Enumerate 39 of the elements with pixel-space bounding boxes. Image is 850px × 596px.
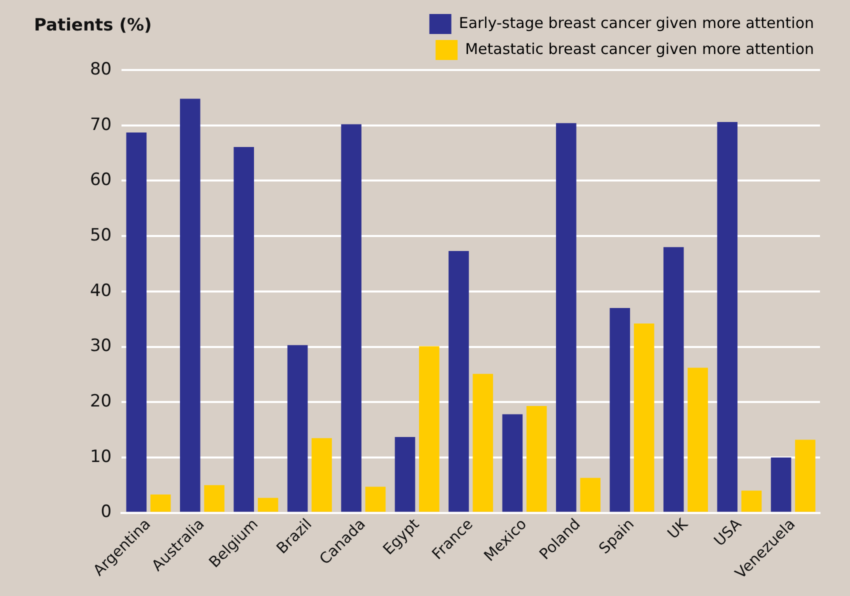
- bar: [180, 98, 200, 512]
- legend-label: Early-stage breast cancer given more attention: [458, 14, 814, 32]
- bar: [365, 486, 386, 512]
- bar: [741, 490, 762, 512]
- bar: [634, 324, 654, 512]
- bar: [204, 485, 224, 512]
- bar: [688, 368, 708, 512]
- y-tick-label: 70: [90, 114, 112, 135]
- y-tick-label: 60: [90, 170, 112, 190]
- bar: [526, 406, 547, 512]
- bar: [419, 346, 440, 512]
- bar: [472, 374, 494, 512]
- bar: [150, 494, 171, 512]
- bar: [556, 123, 576, 512]
- legend-label: Metastatic breast cancer given more attention: [465, 40, 814, 58]
- bar: [234, 146, 254, 512]
- y-tick-label: 80: [90, 59, 112, 80]
- bar: [580, 478, 600, 512]
- y-tick-label: 50: [90, 225, 112, 246]
- bar: [663, 247, 684, 512]
- x-tick-label: UK: [664, 514, 692, 542]
- y-axis-title: Patients (%): [34, 15, 152, 36]
- bar: [770, 457, 792, 512]
- bar: [394, 436, 416, 512]
- y-tick-label: 10: [90, 446, 112, 467]
- bar: [610, 308, 630, 512]
- y-tick-label: 30: [90, 336, 112, 356]
- bar: [287, 345, 308, 512]
- bar: [502, 414, 523, 512]
- bar: [795, 440, 816, 512]
- bar: [312, 438, 332, 512]
- bar: [258, 498, 278, 512]
- bar: [717, 122, 738, 512]
- y-tick-label: 40: [90, 280, 112, 301]
- bar: [341, 124, 362, 512]
- bar: [448, 250, 469, 512]
- y-tick-label: 20: [90, 392, 112, 412]
- y-tick-label: 0: [100, 502, 112, 522]
- bar: [126, 132, 147, 512]
